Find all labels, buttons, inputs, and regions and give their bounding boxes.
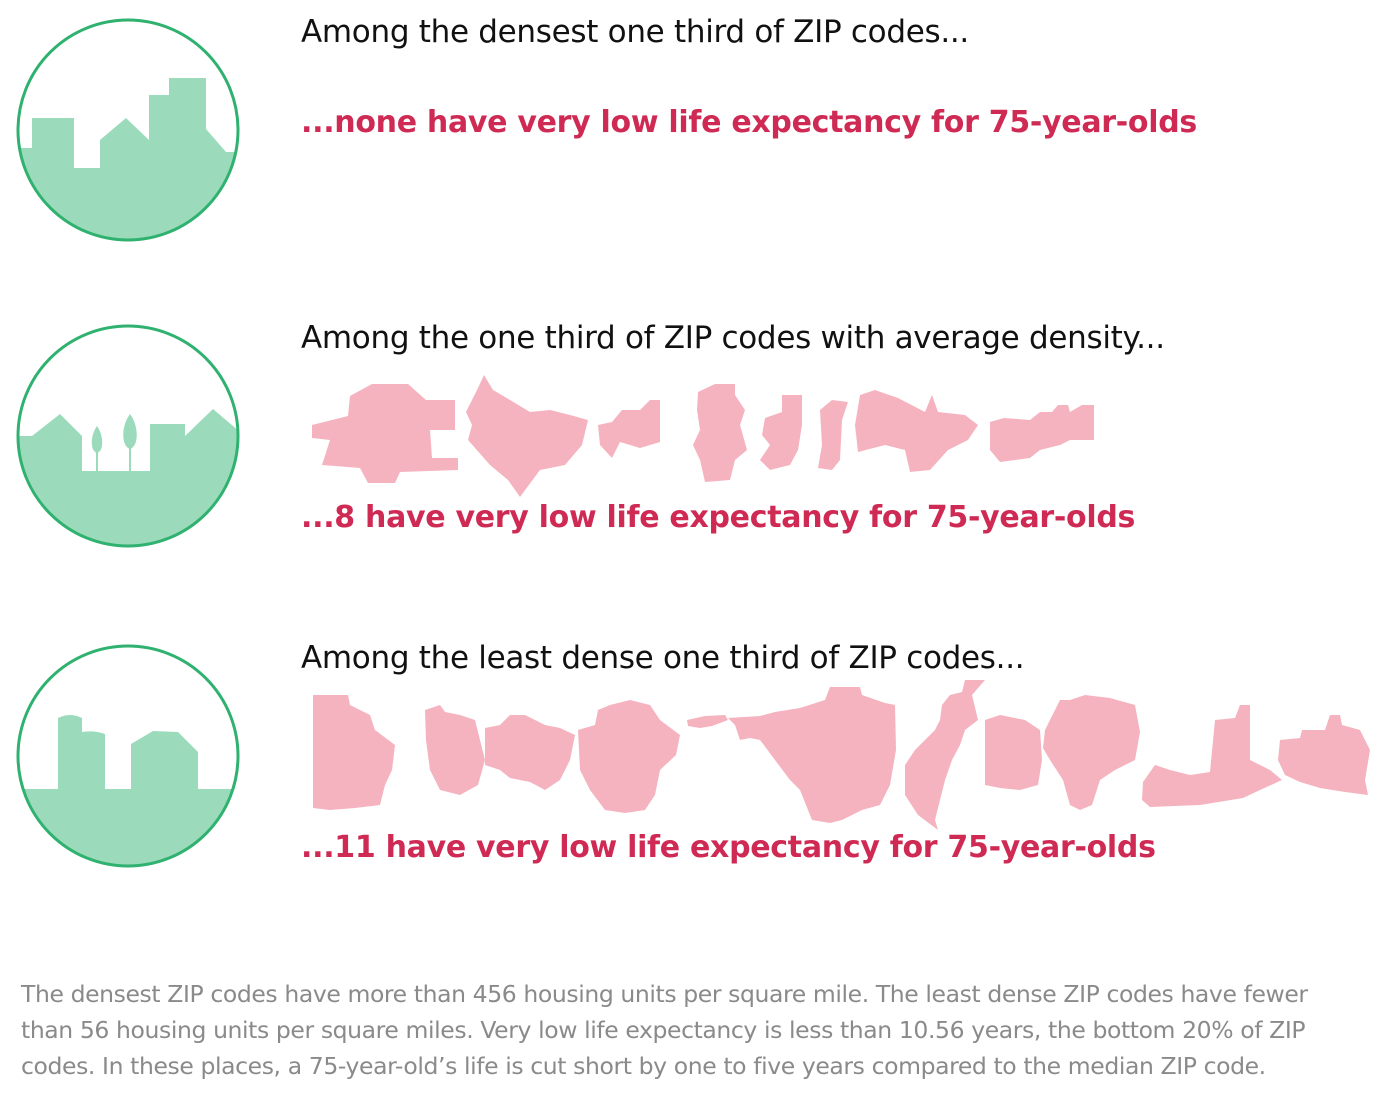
zip-code-shape <box>728 687 896 823</box>
rural-silo-barn-shape <box>18 715 238 866</box>
zip-code-shape <box>485 715 575 790</box>
zip-code-shapes-least-dense <box>313 680 1370 830</box>
zip-code-shape <box>1278 715 1370 795</box>
density-row-least-dense: Among the least dense one third of ZIP c… <box>0 620 1383 900</box>
zip-code-shape <box>855 390 978 472</box>
footnote: The densest ZIP codes have more than 456… <box>21 980 1308 1080</box>
zip-code-shape <box>985 715 1042 790</box>
suburb-houses-trees-icon <box>16 324 240 548</box>
row-heading: Among the densest one third of ZIP codes… <box>301 14 969 50</box>
suburb-houses-shape <box>18 409 238 546</box>
density-row-average: Among the one third of ZIP codes with av… <box>0 300 1383 570</box>
zip-code-shape <box>693 384 747 482</box>
zip-code-shape <box>905 680 985 830</box>
row-heading: Among the least dense one third of ZIP c… <box>301 640 1025 676</box>
zip-code-shape <box>818 400 848 470</box>
zip-code-shape <box>425 705 485 795</box>
zip-code-shape <box>990 405 1094 462</box>
zip-code-shape <box>1043 695 1140 810</box>
row-result: ...8 have very low life expectancy for 7… <box>301 500 1136 535</box>
zip-code-shape <box>312 384 458 483</box>
zip-code-shape <box>313 695 395 810</box>
zip-code-shape <box>466 375 588 497</box>
zip-code-shape <box>687 715 728 728</box>
row-result: ...none have very low life expectancy fo… <box>301 105 1197 140</box>
city-skyline-icon <box>16 18 240 242</box>
zip-code-shape <box>578 700 680 813</box>
row-heading: Among the one third of ZIP codes with av… <box>301 320 1165 356</box>
zip-code-shapes-average <box>312 375 1094 497</box>
zip-code-shape <box>760 395 802 470</box>
city-skyline-shape <box>18 78 238 240</box>
rural-silo-barn-icon <box>16 644 240 868</box>
zip-code-shape <box>1142 705 1282 807</box>
density-row-densest: Among the densest one third of ZIP codes… <box>0 0 1383 270</box>
zip-code-shape <box>598 400 660 458</box>
tree-left-shape <box>91 426 103 453</box>
row-result: ...11 have very low life expectancy for … <box>301 830 1156 865</box>
tree-right-shape <box>123 414 137 449</box>
